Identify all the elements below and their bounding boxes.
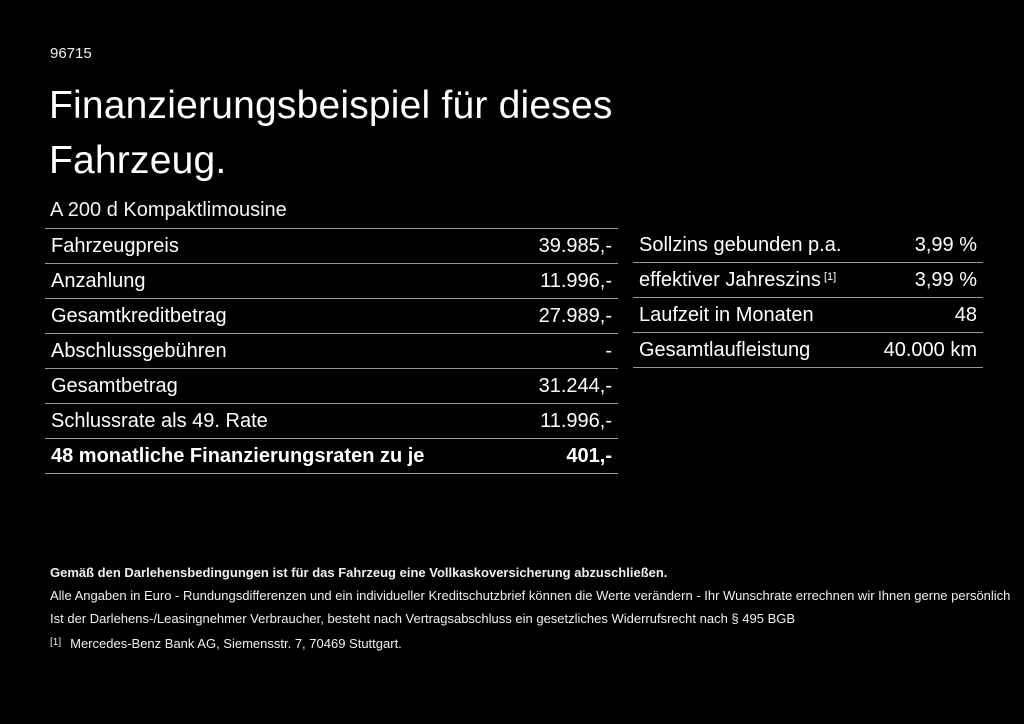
row-label: Gesamtbetrag	[51, 374, 178, 397]
finance-row-abschlussgebuehren: Abschlussgebühren -	[45, 334, 618, 369]
row-value: 401,-	[566, 444, 612, 467]
row-value: 39.985,-	[538, 234, 612, 257]
row-label: effektiver Jahreszins [1]	[639, 269, 836, 292]
page-title: Finanzierungsbeispiel für dieses Fahrzeu…	[49, 84, 613, 182]
condition-row-sollzins: Sollzins gebunden p.a. 3,99 %	[633, 228, 983, 263]
row-label: Gesamtlaufleistung	[639, 338, 811, 361]
condition-row-effektiver-jahreszins: effektiver Jahreszins [1] 3,99 %	[633, 263, 983, 298]
finance-row-schlussrate: Schlussrate als 49. Rate 11.996,-	[45, 404, 618, 439]
row-label: 48 monatliche Finanzierungsraten zu je	[51, 444, 425, 467]
finance-row-monatsrate: 48 monatliche Finanzierungsraten zu je 4…	[45, 439, 618, 474]
row-value: 31.244,-	[538, 374, 612, 397]
footnote-marker: [1]	[823, 270, 837, 283]
footnote-text: Mercedes-Benz Bank AG, Siemensstr. 7, 70…	[70, 636, 402, 651]
footnote-marker: [1]	[50, 637, 62, 648]
row-label: Sollzins gebunden p.a.	[639, 233, 842, 256]
conditions-table: Sollzins gebunden p.a. 3,99 % effektiver…	[633, 228, 983, 368]
row-value: 11.996,-	[540, 269, 612, 292]
vehicle-name: A 200 d Kompaktlimousine	[50, 199, 287, 221]
row-value: -	[605, 339, 612, 362]
row-label: Laufzeit in Monaten	[639, 303, 814, 326]
offer-number: 96715	[50, 45, 92, 62]
disclaimer-line: Alle Angaben in Euro - Rundungsdifferenz…	[50, 588, 1011, 603]
revocation-line: Ist der Darlehens-/Leasingnehmer Verbrau…	[50, 611, 796, 626]
row-label-text: effektiver Jahreszins	[639, 268, 821, 291]
row-value: 27.989,-	[538, 304, 612, 327]
finance-row-fahrzeugpreis: Fahrzeugpreis 39.985,-	[45, 229, 618, 264]
finance-row-gesamtbetrag: Gesamtbetrag 31.244,-	[45, 369, 618, 404]
footnote: [1] Mercedes-Benz Bank AG, Siemensstr. 7,…	[50, 636, 402, 651]
insurance-note: Gemäß den Darlehensbedingungen ist für d…	[50, 565, 668, 580]
fine-print: Gemäß den Darlehensbedingungen ist für d…	[50, 561, 1010, 630]
finance-table: Fahrzeugpreis 39.985,- Anzahlung 11.996,…	[45, 228, 618, 474]
row-value: 3,99 %	[914, 233, 977, 256]
row-label: Gesamtkreditbetrag	[51, 304, 227, 327]
finance-row-anzahlung: Anzahlung 11.996,-	[45, 264, 618, 299]
row-label: Schlussrate als 49. Rate	[51, 409, 268, 432]
row-value: 3,99 %	[914, 268, 977, 291]
row-label: Abschlussgebühren	[51, 339, 227, 362]
row-label: Fahrzeugpreis	[51, 234, 179, 257]
finance-row-gesamtkreditbetrag: Gesamtkreditbetrag 27.989,-	[45, 299, 618, 334]
row-value: 11.996,-	[540, 409, 612, 432]
condition-row-gesamtlaufleistung: Gesamtlaufleistung 40.000 km	[633, 333, 983, 368]
row-value: 40.000 km	[883, 338, 977, 361]
condition-row-laufzeit: Laufzeit in Monaten 48	[633, 298, 983, 333]
row-label: Anzahlung	[51, 269, 146, 292]
row-value: 48	[954, 303, 977, 326]
